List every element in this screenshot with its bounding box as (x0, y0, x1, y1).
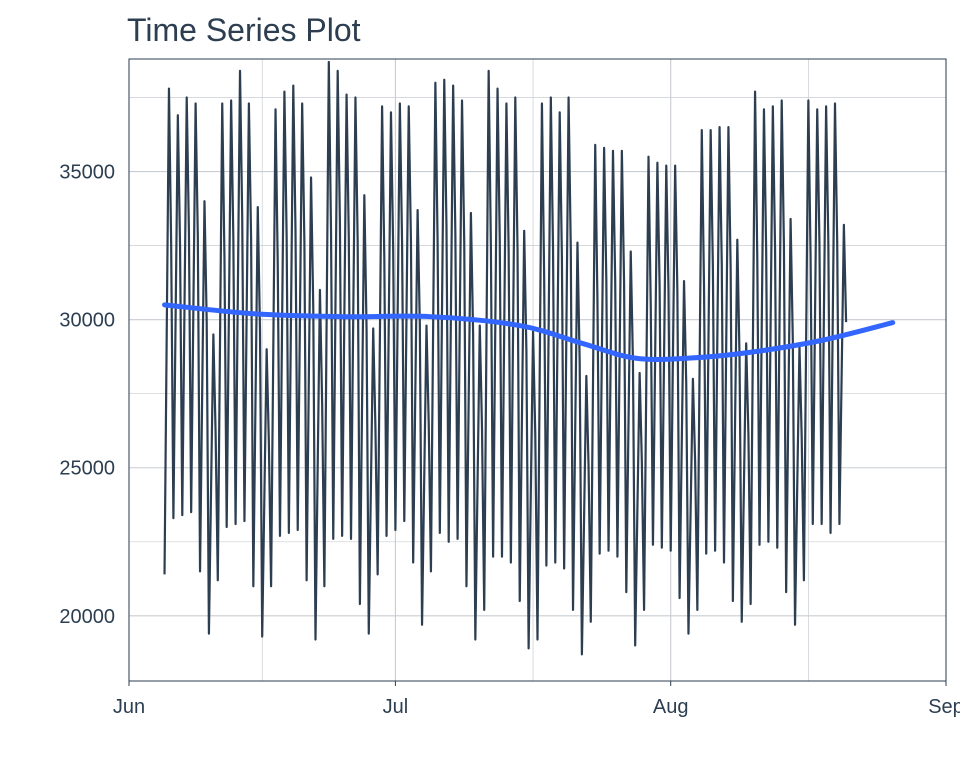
series-line (163, 60, 848, 656)
smooth-trend-line (162, 302, 896, 362)
y-tick-label: 25000 (59, 458, 115, 480)
y-tick-label: 30000 (59, 310, 115, 332)
plot-border (128, 58, 947, 682)
x-tick-label: Sep (928, 696, 960, 718)
y-tick-label: 35000 (59, 162, 115, 184)
chart-title: Time Series Plot (127, 12, 361, 48)
series-layer (162, 60, 896, 656)
x-tick-label: Jul (383, 696, 409, 718)
x-tick-label: Aug (653, 696, 689, 718)
x-tick-label: Jun (113, 696, 145, 718)
axes: 20000 25000 30000 35000 Jun Jul Aug Sep (59, 162, 960, 718)
y-tick-label: 20000 (59, 606, 115, 628)
